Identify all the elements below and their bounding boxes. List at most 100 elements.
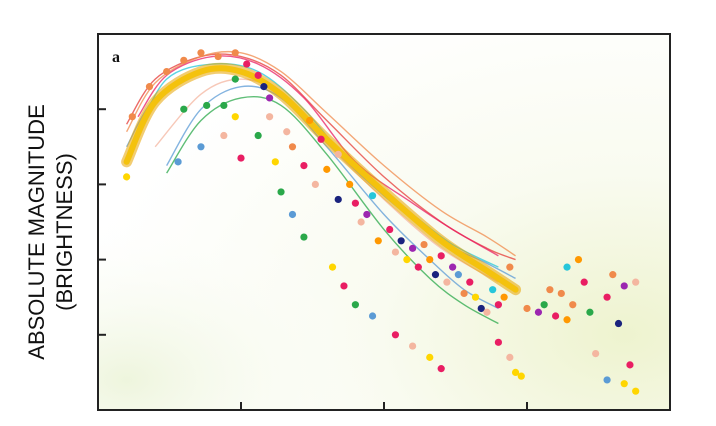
data-point-23 [328, 263, 337, 271]
data-point-29 [426, 353, 434, 361]
data-point-66 [471, 293, 480, 301]
panel-label: a [112, 49, 120, 66]
data-point-13 [231, 75, 239, 83]
data-point-43 [334, 150, 342, 158]
plot-background-tint [98, 34, 670, 410]
data-point-19 [271, 158, 279, 166]
ticks-layer [98, 108, 528, 410]
data-point-91 [609, 271, 617, 279]
data-point-98 [632, 278, 640, 286]
data-point-97 [620, 282, 628, 290]
data-point-28 [409, 342, 417, 350]
data-point-72 [506, 263, 514, 271]
y-axis-label-line-2: (BRIGHTNESS) [52, 153, 77, 311]
band-layer [121, 62, 522, 296]
template-band [123, 65, 519, 293]
data-point-52 [391, 248, 400, 256]
data-point-78 [534, 308, 543, 316]
data-point-83 [563, 316, 571, 324]
data-point-89 [592, 350, 600, 358]
data-point-14 [180, 105, 188, 113]
data-point-51 [386, 225, 394, 234]
data-point-54 [403, 256, 411, 264]
data-point-12 [266, 94, 274, 102]
data-point-69 [489, 286, 497, 294]
data-point-59 [431, 271, 440, 279]
points-layer [123, 49, 640, 395]
data-point-44 [334, 195, 342, 204]
data-point-46 [351, 199, 359, 207]
data-point-86 [574, 256, 583, 264]
data-point-3 [145, 83, 154, 91]
data-point-81 [552, 312, 560, 320]
data-point-21 [288, 210, 297, 219]
data-point-36 [283, 128, 291, 136]
data-point-39 [306, 116, 314, 125]
y-axis-label: ABSOLUTE MAGNITUDE (BRIGHTNESS) [24, 104, 77, 359]
data-point-63 [454, 271, 462, 279]
data-point-45 [346, 180, 354, 188]
data-point-68 [483, 308, 491, 316]
data-point-77 [523, 304, 531, 313]
data-point-56 [414, 263, 422, 271]
data-point-10 [254, 71, 262, 79]
data-point-34 [237, 154, 245, 162]
light-curve-2 [125, 50, 516, 257]
data-point-61 [443, 278, 451, 286]
data-point-31 [174, 158, 182, 166]
data-point-2 [128, 113, 136, 121]
data-point-7 [214, 52, 222, 61]
data-point-42 [323, 165, 331, 173]
data-point-5 [180, 56, 188, 64]
data-point-40 [311, 180, 319, 188]
data-point-94 [620, 380, 628, 388]
data-point-87 [580, 278, 588, 286]
data-point-32 [197, 143, 205, 151]
data-point-47 [357, 218, 365, 226]
data-point-38 [300, 162, 308, 170]
data-point-88 [586, 308, 594, 316]
data-point-6 [197, 49, 205, 57]
data-point-26 [368, 312, 377, 320]
data-point-85 [569, 301, 577, 309]
data-point-90 [603, 293, 611, 301]
data-point-16 [220, 101, 228, 110]
data-point-41 [317, 135, 325, 143]
data-point-71 [500, 293, 508, 301]
data-point-8 [231, 49, 239, 57]
data-point-64 [460, 289, 468, 298]
data-point-48 [363, 210, 371, 219]
data-point-24 [340, 282, 348, 290]
data-point-22 [300, 233, 308, 241]
data-point-67 [477, 304, 485, 313]
data-point-15 [203, 101, 211, 110]
light-curve-8 [137, 55, 499, 257]
data-point-92 [614, 319, 623, 328]
data-point-25 [351, 301, 359, 309]
data-point-79 [540, 301, 548, 309]
data-point-9 [243, 60, 251, 68]
data-point-17 [231, 113, 239, 121]
data-point-27 [391, 331, 400, 339]
data-point-80 [546, 286, 554, 294]
data-point-4 [163, 68, 171, 76]
data-point-35 [266, 113, 274, 121]
data-point-93 [603, 376, 611, 384]
data-point-74 [506, 353, 514, 361]
data-point-55 [409, 244, 417, 252]
data-point-73 [494, 338, 502, 346]
data-point-33 [220, 131, 228, 140]
data-point-18 [254, 131, 262, 140]
data-point-95 [632, 387, 640, 395]
data-point-53 [397, 237, 405, 245]
data-point-70 [494, 301, 502, 309]
data-point-96 [626, 361, 634, 369]
data-point-76 [517, 372, 525, 380]
data-point-82 [557, 289, 565, 298]
data-point-1 [123, 173, 131, 181]
data-point-50 [374, 237, 382, 245]
data-point-65 [466, 278, 474, 286]
data-point-20 [277, 188, 285, 196]
data-point-62 [449, 263, 457, 271]
